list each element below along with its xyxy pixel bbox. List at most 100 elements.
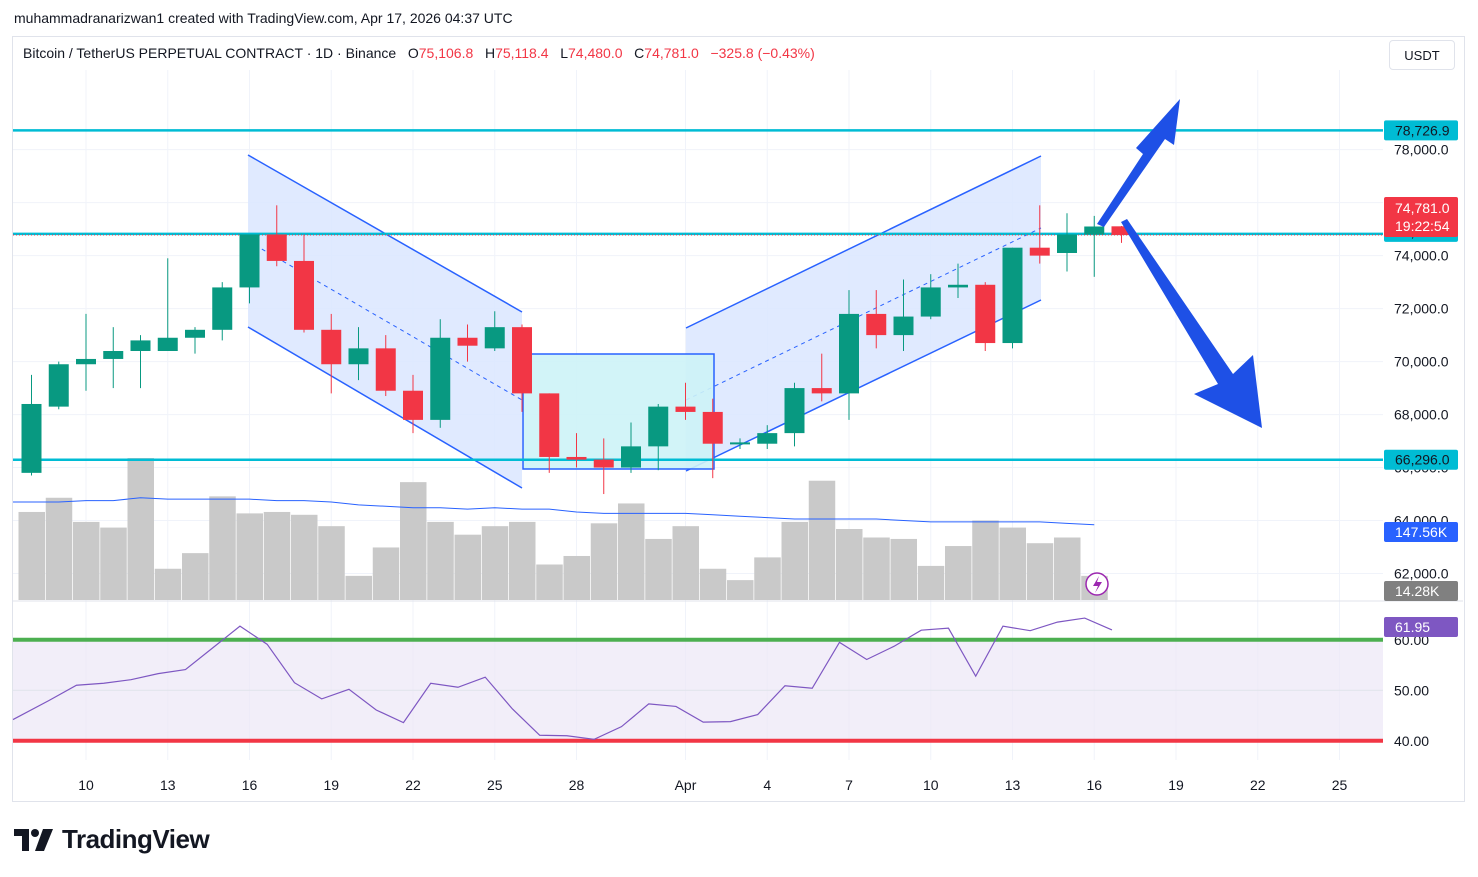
volume-ma-line [13, 497, 1095, 526]
candle-body [157, 337, 178, 351]
symbol-legend: Bitcoin / TetherUS PERPETUAL CONTRACT · … [23, 45, 815, 61]
volume-bar [263, 511, 291, 600]
channel-drawings [247, 154, 1042, 489]
volume-bar [100, 527, 127, 600]
x-tick-label: 22 [405, 777, 421, 793]
rsi-tick-label: 50.00 [1394, 682, 1429, 698]
candle-body [593, 459, 614, 468]
rsi-line [12, 617, 1113, 740]
volume-bar [45, 497, 73, 600]
candle-body [130, 340, 151, 351]
x-tick-label: 22 [1250, 777, 1266, 793]
up-channel-top [685, 155, 1042, 329]
chart-credit: muhammadranarizwan1 created with Trading… [14, 10, 513, 26]
down-channel-bottom [247, 326, 523, 489]
volume-bar [999, 527, 1026, 600]
volume-bar [481, 526, 509, 600]
open-value: 75,106.8 [418, 45, 474, 61]
candle-body [621, 446, 641, 468]
candle-body [512, 327, 532, 394]
volume-bar [808, 480, 836, 600]
currency-button[interactable]: USDT [1389, 40, 1455, 70]
last-price-badge: 74,781.0 19:22:54 [1384, 197, 1458, 237]
candle-body [730, 442, 750, 445]
volume-bar [590, 523, 618, 600]
candle-body [348, 348, 369, 365]
candles [21, 205, 1132, 495]
volume-bar [454, 534, 481, 600]
volume-bar [427, 521, 454, 600]
candle-body [975, 284, 996, 344]
rsi-badge-bg [1384, 617, 1458, 637]
candle-body [1084, 226, 1105, 235]
tradingview-wordmark: TradingView [62, 824, 210, 854]
candle-body [920, 287, 941, 317]
x-tick-label: 16 [242, 777, 258, 793]
volume-bar [972, 520, 999, 600]
volume-bar [236, 513, 263, 600]
y-tick-label: 74,000.0 [1394, 248, 1449, 264]
volume-bar [345, 575, 372, 600]
level-badge-text: 66,296.0 [1395, 452, 1450, 468]
candle-body [403, 390, 423, 420]
y-tick-label: 68,000.0 [1394, 407, 1449, 423]
volume-bar [73, 521, 100, 600]
up-channel-mid [685, 227, 1042, 401]
lightning-bolt [1093, 576, 1102, 593]
candle-body [893, 316, 914, 336]
x-tick-label: 25 [487, 777, 503, 793]
high-value: 75,118.4 [495, 45, 549, 61]
volume-bar [1026, 543, 1054, 600]
down-arrow [1121, 219, 1262, 428]
candle-body [185, 329, 205, 338]
x-tick-label: 4 [763, 777, 771, 793]
candle-body [675, 406, 696, 412]
candle-body [948, 284, 968, 288]
volume-bar [917, 565, 945, 600]
up-arrow [1097, 99, 1180, 227]
open-label: O [407, 45, 419, 61]
volume-ma-badge-text: 147.56K [1395, 524, 1448, 540]
volume-bar [699, 568, 727, 600]
volume-bar [754, 557, 781, 600]
volume-bar [618, 503, 645, 600]
volume-bar [18, 511, 45, 600]
volume-bar [154, 568, 182, 600]
symbol-name: Bitcoin / TetherUS PERPETUAL CONTRACT · … [23, 45, 397, 61]
rsi-tick-label: 40.00 [1394, 733, 1429, 749]
volume-bar [836, 529, 863, 600]
candle-body [76, 358, 96, 365]
candle-body [457, 337, 478, 346]
candle-body [103, 351, 124, 359]
candle-body [811, 388, 832, 394]
candle-body [484, 327, 505, 349]
close-value: 74,781.0 [644, 45, 699, 61]
y-tick-label: 72,000.0 [1394, 301, 1449, 317]
candle-body [702, 411, 723, 444]
volume-bar [781, 521, 808, 600]
axes: 62,000.064,000.066,000.068,000.070,000.0… [78, 120, 1458, 793]
volume-badge-text: 14.28K [1395, 583, 1440, 599]
x-tick-label: 16 [1086, 777, 1102, 793]
volume-bar [372, 547, 400, 600]
volume-bar [318, 526, 345, 600]
level-badge: 66,296.0 [1384, 449, 1458, 470]
volume-bar [890, 538, 917, 600]
y-tick-label: 70,000.0 [1394, 354, 1449, 370]
candle-body [212, 287, 233, 330]
candle-body [757, 433, 778, 444]
volume-bar [945, 546, 972, 600]
candle-body [375, 348, 396, 391]
change-value: −325.8 (−0.43%) [710, 45, 815, 61]
volume-ma-badge: 147.56K [1384, 522, 1458, 542]
candle-body [1002, 247, 1023, 344]
volume-bar [563, 555, 590, 600]
volume-bar [400, 482, 427, 600]
tradingview-logo[interactable]: TradingView [14, 824, 210, 855]
candle-body [566, 456, 587, 460]
volume-bar [727, 580, 754, 600]
x-tick-label: 28 [569, 777, 585, 793]
high-label: H [484, 45, 496, 61]
volume-bars [13, 458, 1108, 600]
